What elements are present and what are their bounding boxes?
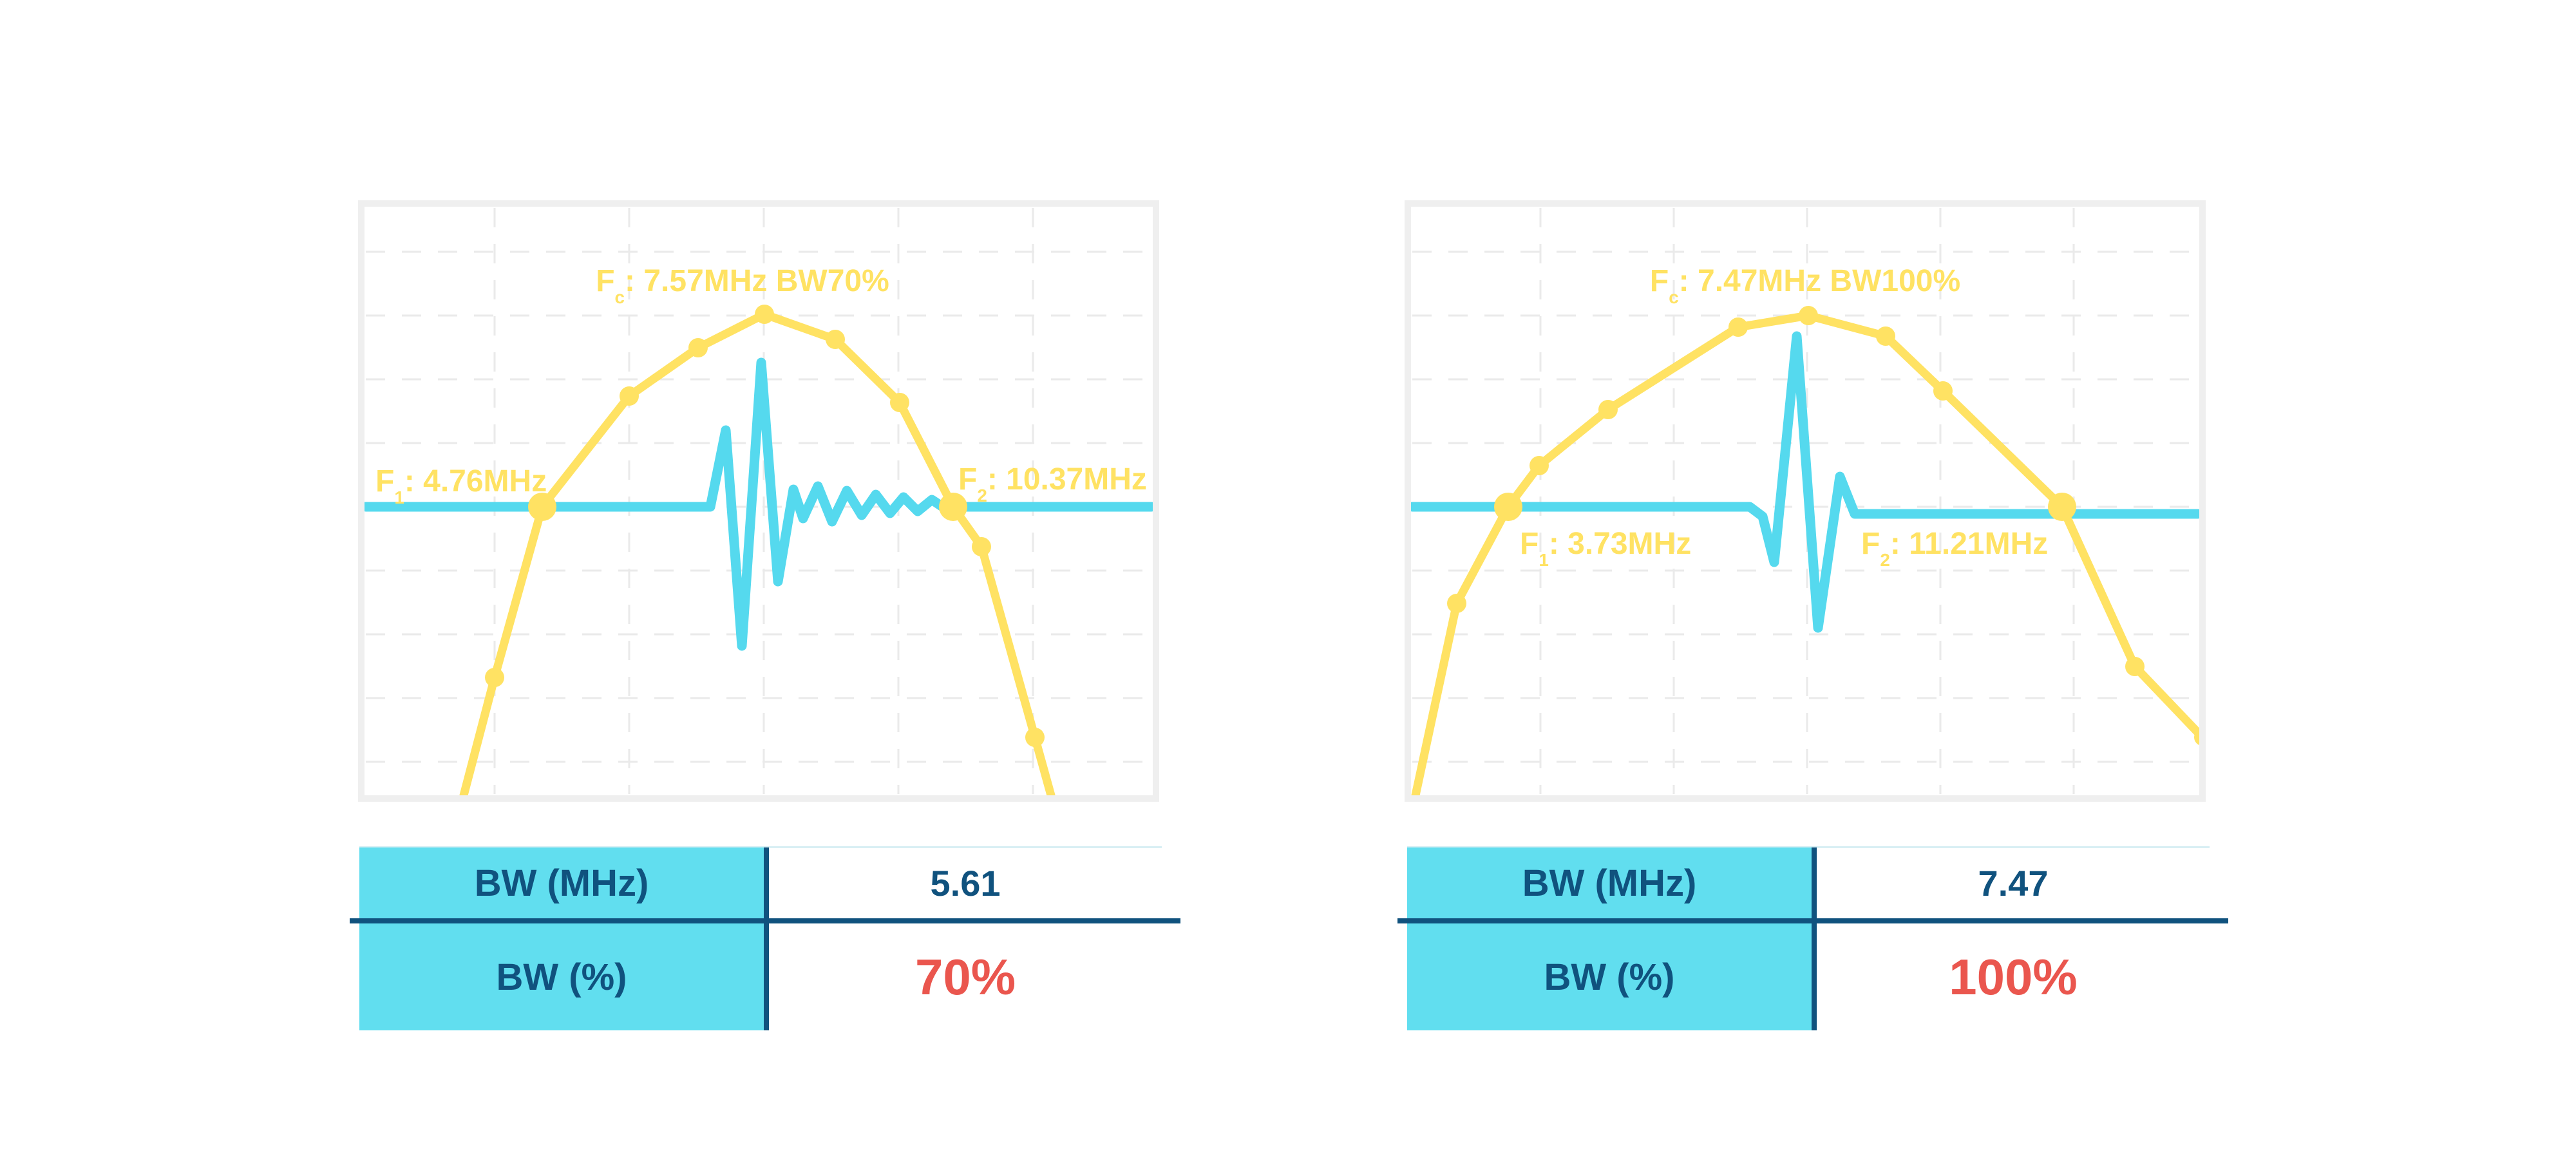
f1-label-right-prefix: F — [1520, 527, 1539, 561]
table-top-rule — [359, 846, 1162, 848]
bw-table-right: BW (MHz) BW (%) 7.47 100% — [1397, 846, 2228, 1033]
fc-label-left-prefix: F — [596, 264, 615, 298]
f2-label-right-sub: 2 — [1880, 549, 1890, 570]
f2-label-right-prefix: F — [1861, 527, 1880, 561]
bw-table-left: BW (MHz) BW (%) 5.61 70% — [350, 846, 1180, 1033]
bw-mhz-header: BW (MHz) — [1522, 862, 1697, 904]
table-horizontal-divider — [350, 918, 1180, 923]
table-header-column — [359, 847, 764, 1030]
spectrum-plot-left — [358, 200, 1159, 802]
fc-label-left-sub: c — [614, 287, 625, 307]
bw-mhz-header: BW (MHz) — [474, 862, 649, 904]
f2-label-left-prefix: F — [958, 462, 978, 497]
table-vertical-divider — [1812, 847, 1817, 1030]
table-top-rule — [1407, 846, 2210, 848]
spectrum-chart-right: Fc: 7.47MHz BW100% F1: 3.73MHz F2: 11.21… — [1405, 200, 2206, 802]
fc-label-left: Fc: 7.57MHz BW70% — [596, 263, 889, 310]
f1-label-left-sub: 1 — [394, 487, 404, 507]
fc-label-right-sub: c — [1669, 287, 1679, 307]
f2-label-right: F2: 11.21MHz — [1861, 526, 2048, 573]
fc-label-right-prefix: F — [1649, 264, 1669, 298]
f1-label-left: F1: 4.76MHz — [375, 464, 547, 511]
f2-label-left: F2: 10.37MHz — [958, 462, 1147, 509]
f1-label-right-sub: 1 — [1539, 549, 1549, 570]
f2-label-left-rest: : 10.37MHz — [987, 462, 1147, 497]
bw-mhz-value: 7.47 — [1978, 862, 2049, 903]
f1-label-left-prefix: F — [375, 464, 395, 498]
fc-label-left-rest: : 7.57MHz BW70% — [625, 264, 889, 298]
spectrum-chart-left: Fc: 7.57MHz BW70% F1: 4.76MHz F2: 10.37M… — [358, 200, 1159, 802]
table-vertical-divider — [764, 847, 769, 1030]
f2-label-right-rest: : 11.21MHz — [1889, 527, 2049, 561]
f1-label-right: F1: 3.73MHz — [1520, 526, 1691, 573]
bw-percent-value: 100% — [1949, 948, 2078, 1005]
bw-percent-value: 70% — [914, 948, 1016, 1005]
bw-percent-header: BW (%) — [496, 956, 627, 998]
spectrum-plot-right — [1405, 200, 2206, 802]
bw-mhz-value: 5.61 — [930, 862, 1001, 903]
f1-label-left-rest: : 4.76MHz — [404, 464, 547, 498]
table-header-column — [1407, 847, 1812, 1030]
f2-label-left-sub: 2 — [977, 485, 987, 506]
f1-label-right-rest: : 3.73MHz — [1548, 527, 1692, 561]
fc-label-right: Fc: 7.47MHz BW100% — [1650, 263, 1960, 310]
table-horizontal-divider — [1397, 918, 2228, 923]
fc-label-right-rest: : 7.47MHz BW100% — [1678, 264, 1961, 298]
bw-percent-header: BW (%) — [1544, 956, 1675, 998]
